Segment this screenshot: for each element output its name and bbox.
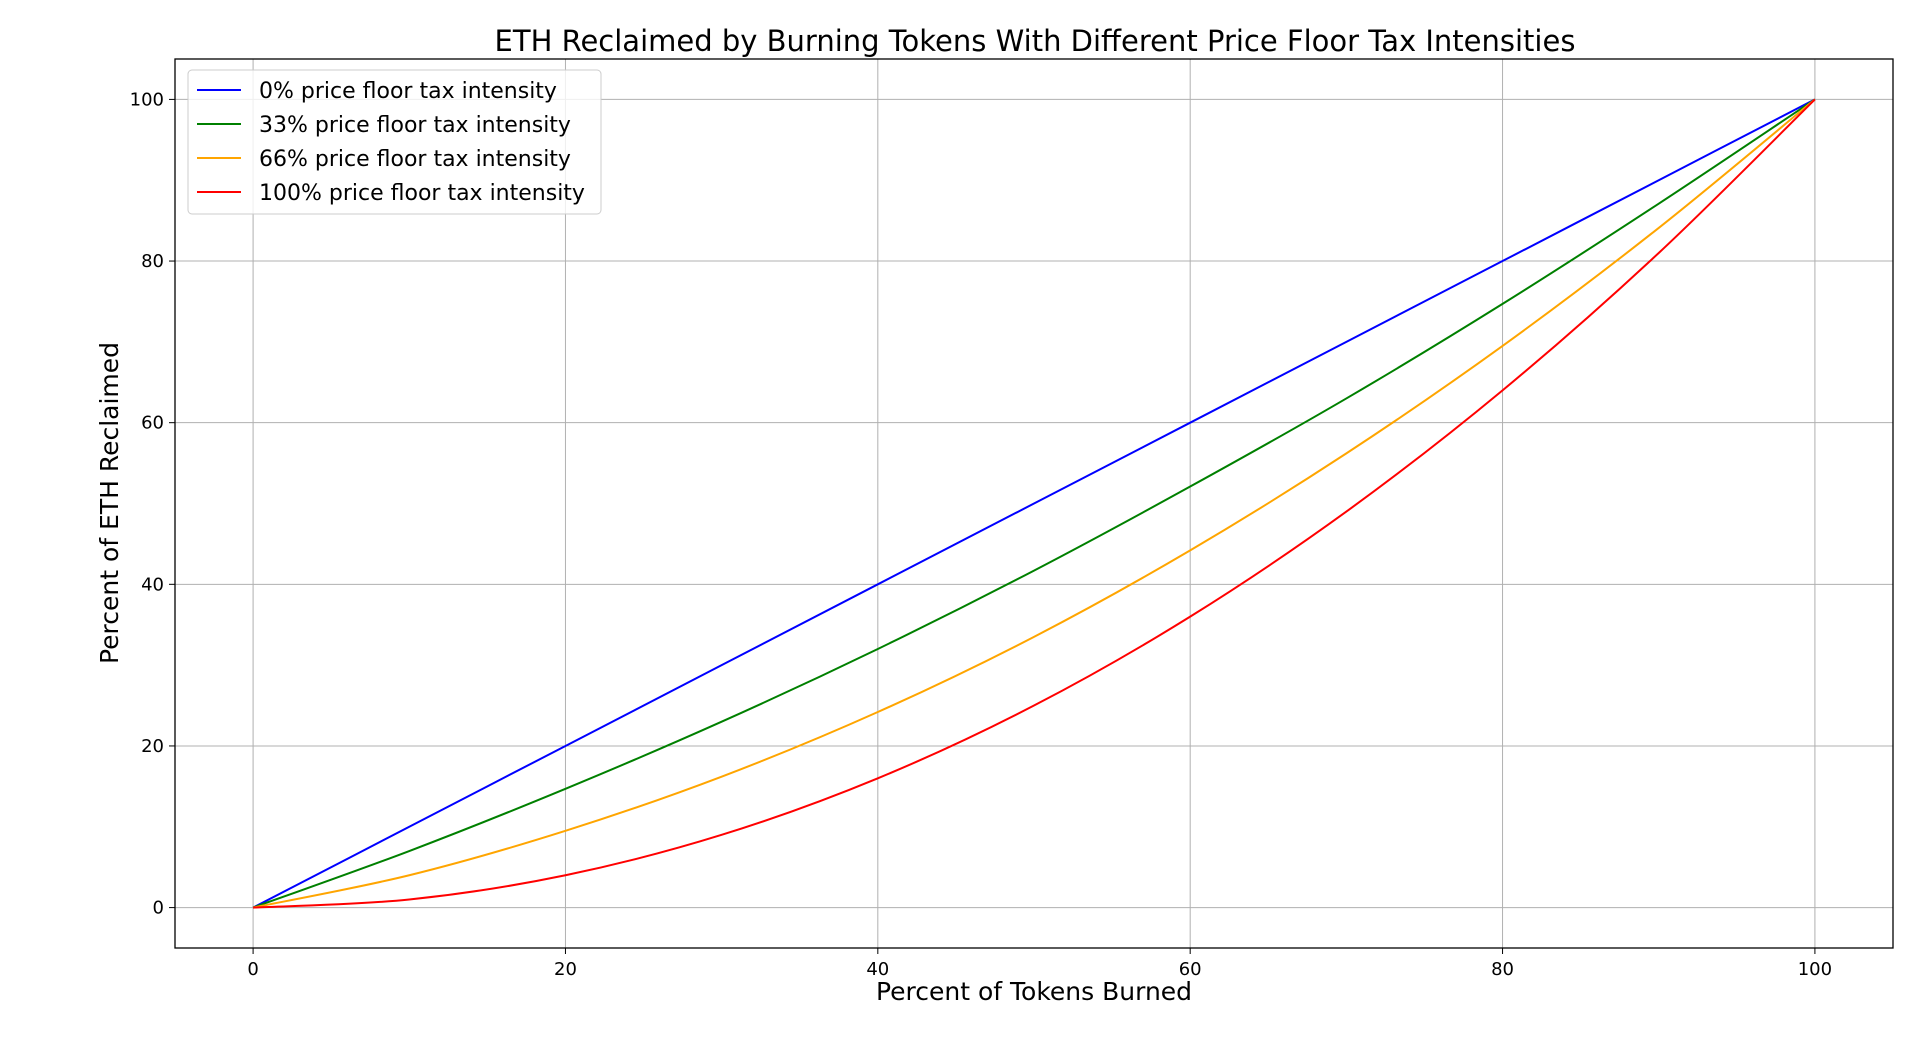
legend-entry: 33% price floor tax intensity xyxy=(259,113,571,138)
x-axis-label: Percent of Tokens Burned xyxy=(876,977,1192,1006)
series-line-0 xyxy=(252,98,1816,909)
legend-entry: 0% price floor tax intensity xyxy=(259,79,557,104)
axis-ticks: 0 20 40 60 80 100 0 20 40 60 80 100 xyxy=(130,89,1832,980)
legend-box xyxy=(187,69,602,215)
x-tick-label: 20 xyxy=(554,959,577,980)
y-tick-label: 80 xyxy=(141,251,164,272)
x-tick-label: 100 xyxy=(1798,959,1832,980)
series-line-1 xyxy=(252,98,1816,909)
series-lines xyxy=(252,98,1816,909)
y-tick-label: 0 xyxy=(153,898,164,919)
y-tick-label: 40 xyxy=(141,574,164,595)
y-axis-label: Percent of ETH Reclaimed xyxy=(95,342,124,664)
y-tick-label: 100 xyxy=(130,89,164,110)
legend: 0% price floor tax intensity 33% price fl… xyxy=(187,69,602,215)
y-tick-label: 60 xyxy=(141,413,164,434)
x-tick-label: 80 xyxy=(1491,959,1514,980)
grid xyxy=(175,59,1893,948)
x-tick-label: 40 xyxy=(866,959,889,980)
legend-entry: 100% price floor tax intensity xyxy=(259,181,585,206)
chart-title: ETH Reclaimed by Burning Tokens With Dif… xyxy=(495,24,1576,58)
y-tick-label: 20 xyxy=(141,736,164,757)
plot-frame xyxy=(174,58,1894,949)
x-tick-label: 60 xyxy=(1179,959,1202,980)
series-line-3 xyxy=(253,98,1816,909)
legend-entry: 66% price floor tax intensity xyxy=(259,147,571,172)
x-tick-label: 0 xyxy=(247,959,258,980)
series-line-2 xyxy=(252,98,1816,909)
